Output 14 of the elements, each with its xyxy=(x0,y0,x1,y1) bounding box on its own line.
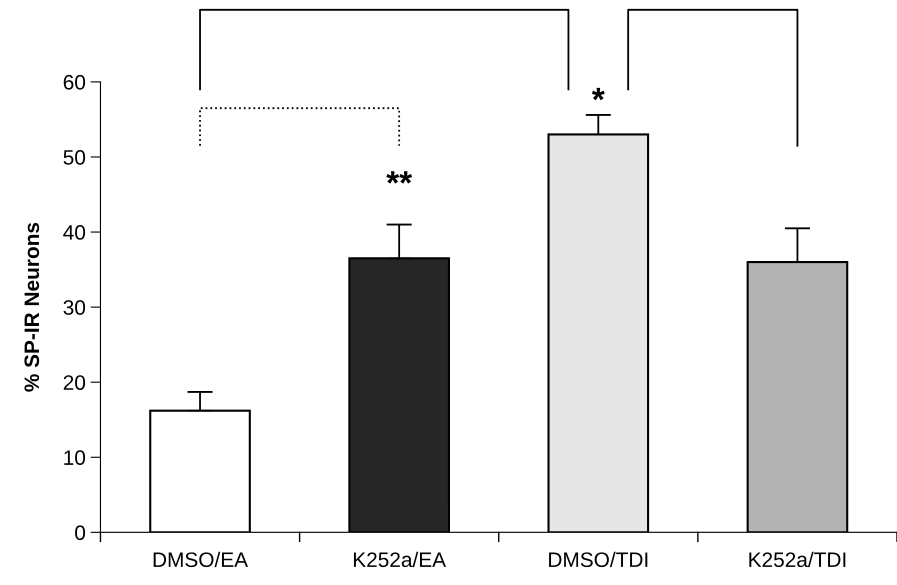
annotation: ** xyxy=(386,171,412,184)
x-tick-label: K252a/EA xyxy=(354,552,446,568)
annotation: * xyxy=(592,88,605,100)
y-tick-label: 10 xyxy=(64,450,86,466)
x-tick-label: DMSO/TDI xyxy=(549,552,648,568)
y-tick-label: 30 xyxy=(64,300,86,315)
x-tick-label: K252a/TDI xyxy=(749,552,846,568)
y-axis-title: % SP-IR Neurons xyxy=(24,222,40,392)
y-tick-label: 50 xyxy=(64,150,86,165)
y-tick-label: 60 xyxy=(64,74,86,90)
y-tick-label: 0 xyxy=(75,525,86,540)
y-tick-label: 40 xyxy=(63,225,86,240)
y-tick-label: 20 xyxy=(64,375,86,390)
x-tick-label: DMSO/EA xyxy=(154,552,248,568)
